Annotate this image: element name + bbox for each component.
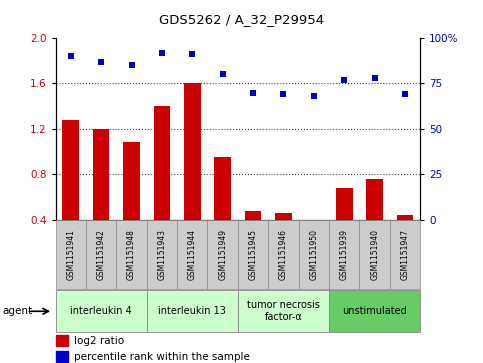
Bar	[62, 120, 79, 220]
Point	[371, 75, 379, 81]
Bar	[275, 213, 292, 220]
Bar	[214, 157, 231, 220]
Text: GSM1151945: GSM1151945	[249, 229, 257, 280]
Bar	[177, 220, 208, 289]
Bar	[123, 142, 140, 220]
Bar	[366, 179, 383, 220]
Text: GSM1151950: GSM1151950	[309, 229, 318, 280]
Text: GSM1151943: GSM1151943	[157, 229, 167, 280]
Point	[401, 91, 409, 97]
Bar	[116, 220, 147, 289]
Text: interleukin 4: interleukin 4	[70, 306, 132, 316]
Text: GDS5262 / A_32_P29954: GDS5262 / A_32_P29954	[159, 13, 324, 26]
Bar	[86, 220, 116, 289]
Point	[158, 50, 166, 56]
Point	[249, 90, 257, 95]
Bar	[397, 215, 413, 220]
Bar	[56, 351, 68, 362]
Text: GSM1151948: GSM1151948	[127, 229, 136, 280]
Bar	[268, 220, 298, 289]
Text: unstimulated: unstimulated	[342, 306, 407, 316]
Text: GSM1151946: GSM1151946	[279, 229, 288, 280]
Bar	[238, 220, 268, 289]
Text: GSM1151949: GSM1151949	[218, 229, 227, 280]
Bar	[329, 290, 420, 332]
Point	[310, 93, 318, 99]
Bar	[184, 83, 200, 220]
Bar	[154, 106, 170, 220]
Bar	[147, 290, 238, 332]
Point	[188, 52, 196, 57]
Point	[219, 72, 227, 77]
Bar	[298, 220, 329, 289]
Bar	[56, 290, 147, 332]
Bar	[238, 290, 329, 332]
Text: log2 ratio: log2 ratio	[74, 336, 124, 346]
Bar	[56, 220, 86, 289]
Bar	[56, 335, 68, 346]
Bar	[93, 129, 110, 220]
Text: interleukin 13: interleukin 13	[158, 306, 226, 316]
Text: agent: agent	[2, 306, 32, 316]
Point	[97, 59, 105, 65]
Point	[128, 62, 135, 68]
Text: GSM1151939: GSM1151939	[340, 229, 349, 280]
Bar	[359, 220, 390, 289]
Bar	[208, 220, 238, 289]
Bar	[390, 220, 420, 289]
Point	[280, 91, 287, 97]
Text: tumor necrosis
factor-α: tumor necrosis factor-α	[247, 301, 320, 322]
Text: GSM1151942: GSM1151942	[97, 229, 106, 280]
Point	[67, 53, 74, 59]
Text: GSM1151940: GSM1151940	[370, 229, 379, 280]
Point	[341, 77, 348, 83]
Bar	[245, 211, 261, 220]
Bar	[147, 220, 177, 289]
Text: GSM1151941: GSM1151941	[66, 229, 75, 280]
Text: GSM1151944: GSM1151944	[188, 229, 197, 280]
Bar	[336, 188, 353, 220]
Bar	[329, 220, 359, 289]
Text: GSM1151947: GSM1151947	[400, 229, 410, 280]
Text: percentile rank within the sample: percentile rank within the sample	[74, 352, 250, 362]
